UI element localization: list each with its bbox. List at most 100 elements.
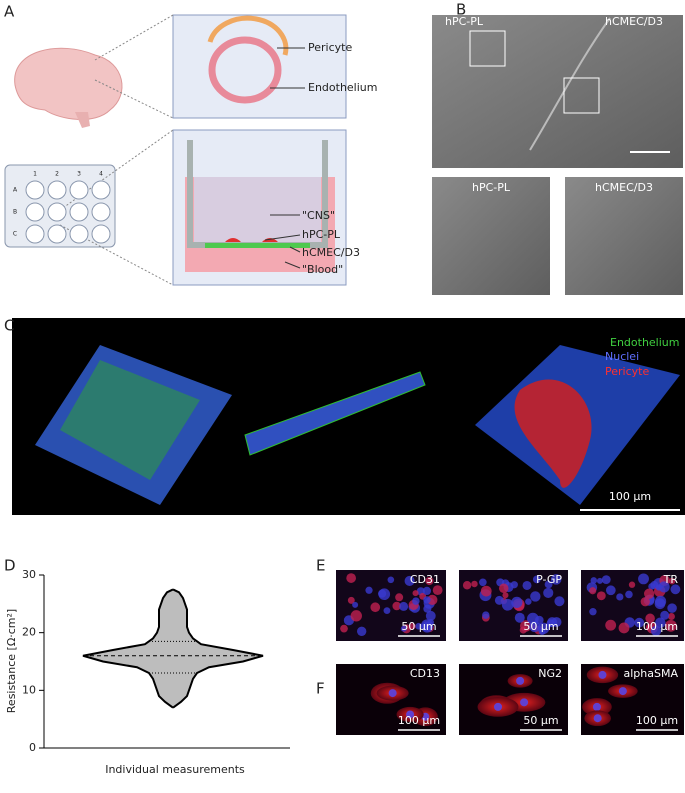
nucleus (655, 617, 666, 629)
nucleus (365, 586, 373, 594)
nucleus (648, 583, 655, 590)
plate-column-label: 3 (77, 171, 81, 178)
nucleus (388, 689, 397, 698)
nucleus (462, 581, 472, 590)
nucleus (471, 580, 478, 588)
nucleus (605, 585, 616, 596)
scale-label: 50 µm (523, 620, 558, 633)
nucleus (658, 581, 670, 593)
nucleus (660, 610, 670, 620)
endothelial-layer (205, 243, 310, 248)
nucleus (432, 585, 443, 595)
nucleus (498, 583, 509, 594)
label: hPC-PL (302, 228, 341, 241)
nucleus (352, 601, 359, 608)
label: Pericyte (308, 41, 352, 54)
nucleus (638, 573, 649, 585)
plate-column-label: 4 (99, 171, 103, 178)
image-label: CD31 (410, 573, 440, 586)
label-lines (264, 47, 305, 269)
well (47, 202, 67, 222)
nucleus (423, 604, 432, 613)
well (69, 224, 89, 244)
nucleus (378, 589, 387, 598)
nucleus (628, 581, 636, 588)
y-axis-label: Resistance [Ω·cm²] (5, 609, 18, 713)
scale-label: 100 µm (609, 490, 651, 503)
nucleus (383, 607, 391, 615)
nucleus (400, 625, 407, 632)
nucleus (538, 628, 546, 636)
image-label: NG2 (538, 667, 562, 680)
nucleus (340, 624, 348, 633)
nucleus (618, 687, 627, 696)
nucleus (525, 598, 532, 605)
nucleus (511, 596, 523, 608)
nucleus (593, 714, 602, 723)
nucleus (412, 597, 420, 605)
nucleus (501, 598, 514, 611)
nucleus (544, 580, 553, 589)
nucleus (510, 581, 518, 589)
sem-inset (565, 177, 683, 295)
panel-label: B (456, 1, 466, 19)
plate-row-label: A (13, 187, 18, 194)
nucleus (596, 591, 606, 601)
y-tick-label: 30 (22, 568, 36, 581)
nucleus (530, 591, 541, 602)
well (47, 224, 67, 244)
pericytes (225, 238, 278, 242)
nucleus (406, 710, 415, 719)
nucleus (392, 601, 401, 611)
nucleus (667, 603, 677, 613)
endothelium-ring (208, 36, 282, 104)
nucleus (347, 596, 355, 604)
nucleus (412, 590, 419, 597)
nucleus (350, 610, 362, 622)
nucleus (592, 702, 601, 711)
nucleus (550, 574, 562, 585)
nucleus (601, 575, 611, 585)
pericyte-signal (514, 379, 592, 488)
nucleus (625, 590, 633, 599)
legend-entry: Nuclei (605, 350, 639, 363)
nucleus (395, 593, 404, 602)
nucleus (634, 617, 645, 628)
y-tick-label: 10 (22, 683, 36, 696)
nucleus (482, 611, 490, 619)
cns-medium (194, 177, 321, 242)
sem-main (432, 15, 683, 168)
panel-label: C (4, 317, 14, 335)
nucleus (554, 596, 565, 607)
nucleus (522, 580, 532, 590)
nucleus (516, 676, 525, 685)
well (47, 180, 67, 200)
pericyte-shape (207, 15, 289, 56)
nucleus (532, 575, 541, 584)
scale-label: 50 µm (401, 620, 436, 633)
nucleus (425, 576, 434, 586)
nucleus (514, 612, 525, 623)
legend-entry: Pericyte (605, 365, 649, 378)
plate-column-label: 1 (33, 171, 37, 178)
well (91, 202, 111, 222)
nucleus (645, 613, 655, 624)
image-label: alphaSMA (624, 667, 679, 680)
plate-column-label: 2 (55, 171, 59, 178)
label: "CNS" (302, 209, 335, 222)
nucleus (370, 602, 381, 613)
well (25, 224, 45, 244)
panel-label: F (316, 680, 325, 698)
label: Endothelium (308, 81, 378, 94)
image-label: hPC-PL (445, 15, 484, 28)
nucleus (399, 601, 409, 611)
nucleus (598, 670, 607, 679)
nucleus (387, 576, 395, 584)
block-side (244, 371, 426, 456)
well (91, 224, 111, 244)
nucleus (589, 587, 597, 595)
plate-row-label: C (13, 231, 17, 238)
brainstem (75, 112, 90, 128)
nucleus (664, 619, 677, 632)
nucleus (427, 594, 438, 605)
